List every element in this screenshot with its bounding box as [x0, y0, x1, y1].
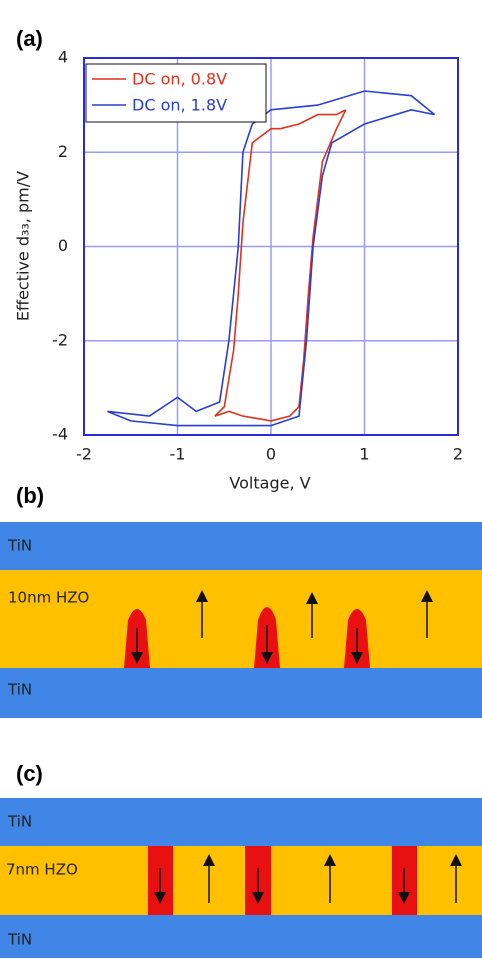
- panel-label: (b): [16, 483, 44, 508]
- tin-layer: [0, 915, 482, 958]
- legend-box: [85, 63, 267, 123]
- y-tick-label: -4: [52, 425, 68, 444]
- x-axis-label: Voltage, V: [229, 474, 310, 493]
- series-line: [107, 90, 436, 427]
- layer-label: TiN: [7, 931, 32, 949]
- diagram-b: (b) TiN 10nm HZO TiN: [0, 483, 482, 718]
- series-line: [214, 109, 347, 422]
- x-tick-label: 2: [453, 445, 463, 464]
- polarization-arrows: [154, 854, 462, 904]
- legend-label: DC on, 1.8V: [132, 96, 227, 115]
- hzo-layer: [0, 570, 482, 668]
- y-tick-label: 4: [58, 48, 68, 67]
- y-tick-label: -2: [52, 330, 68, 349]
- x-tick-label: -1: [170, 445, 186, 464]
- panel-label: (c): [16, 761, 43, 786]
- y-tick-label: 0: [58, 236, 68, 255]
- tin-layer: [0, 668, 482, 718]
- plot-frame: [83, 57, 459, 436]
- layer-label: 7nm HZO: [6, 861, 78, 879]
- layer-label: 10nm HZO: [8, 589, 89, 607]
- diagram-c: (c) TiN 7nm HZO TiN: [0, 761, 482, 958]
- tin-layer: [0, 798, 482, 846]
- y-axis-label: Effective d₃₃, pm/V: [14, 171, 33, 321]
- x-tick-label: 1: [359, 445, 369, 464]
- layer-label: TiN: [7, 537, 32, 555]
- panel-label: (a): [16, 26, 43, 51]
- layer-label: TiN: [7, 681, 32, 699]
- tin-layer: [0, 522, 482, 570]
- polarization-arrows: [131, 590, 433, 664]
- x-tick-label: -2: [76, 445, 92, 464]
- legend-label: DC on, 0.8V: [132, 70, 227, 89]
- x-tick-label: 0: [266, 445, 276, 464]
- y-tick-label: 2: [58, 142, 68, 161]
- layer-label: TiN: [7, 813, 32, 831]
